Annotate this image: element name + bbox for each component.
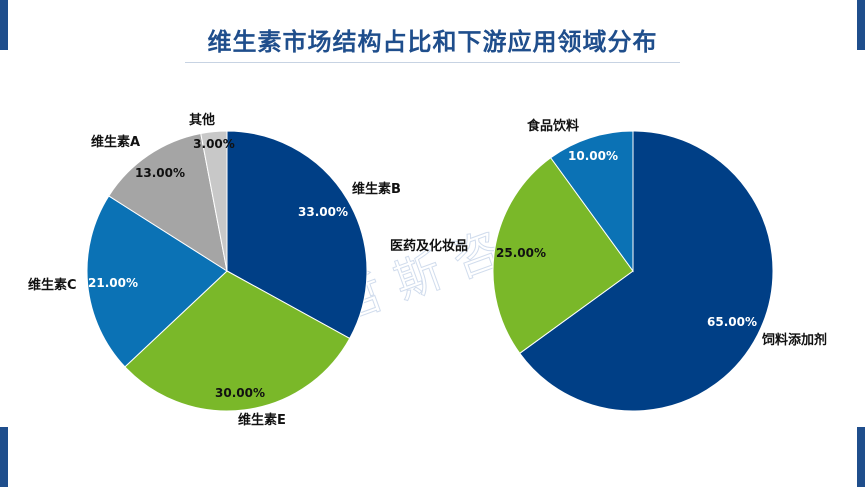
pie2-value-label-2: 10.00% [568, 149, 618, 163]
pie1-value-label-4: 3.00% [193, 137, 235, 151]
pie2-slice-2 [550, 130, 634, 273]
pie1-category-label-4: 其他 [189, 112, 215, 128]
pie1-slice-3 [108, 132, 228, 273]
frame-corner-bl [0, 427, 8, 487]
pie-chart-downstream-application: 饲料添加剂 65.00% 医药及化妆品 25.00% 食品饮料 10.00% [390, 118, 827, 412]
pie2-value-label-1: 25.00% [496, 246, 546, 260]
frame-corner-tr [857, 0, 865, 50]
pie1-slice-2 [86, 195, 228, 368]
pie-chart-vitamin-share: 维生素B 33.00% 维生素E 30.00% 维生素C 21.00% 维生素A 13.00%… [28, 112, 401, 428]
pie2-slice-0 [519, 130, 774, 412]
pie2-category-label-2: 食品饮料 [527, 118, 579, 134]
title-divider [185, 62, 680, 63]
frame-corner-tl [0, 0, 8, 50]
pie1-category-label-3: 维生素A [91, 134, 140, 150]
pie1-slice-1 [124, 270, 351, 412]
pie1-value-label-1: 30.00% [215, 386, 265, 400]
pie1-value-label-2: 21.00% [88, 276, 138, 290]
pie1-slice-0 [226, 130, 368, 340]
page-title: 维生素市场结构占比和下游应用领域分布 [207, 28, 658, 56]
pie1-value-label-0: 33.00% [298, 205, 348, 219]
pie1-category-label-0: 维生素B [352, 181, 401, 197]
pie1-category-label-1: 维生素E [238, 412, 286, 428]
pie1-slice-4 [200, 130, 228, 272]
pie1-value-label-3: 13.00% [135, 166, 185, 180]
pie2-value-label-0: 65.00% [707, 315, 757, 329]
pie2-category-label-0: 饲料添加剂 [761, 332, 827, 348]
pie2-category-label-1: 医药及化妆品 [390, 238, 468, 254]
frame-corner-br [857, 427, 865, 487]
pie1-category-label-2: 维生素C [28, 277, 77, 293]
pie2-slice-1 [492, 157, 634, 354]
